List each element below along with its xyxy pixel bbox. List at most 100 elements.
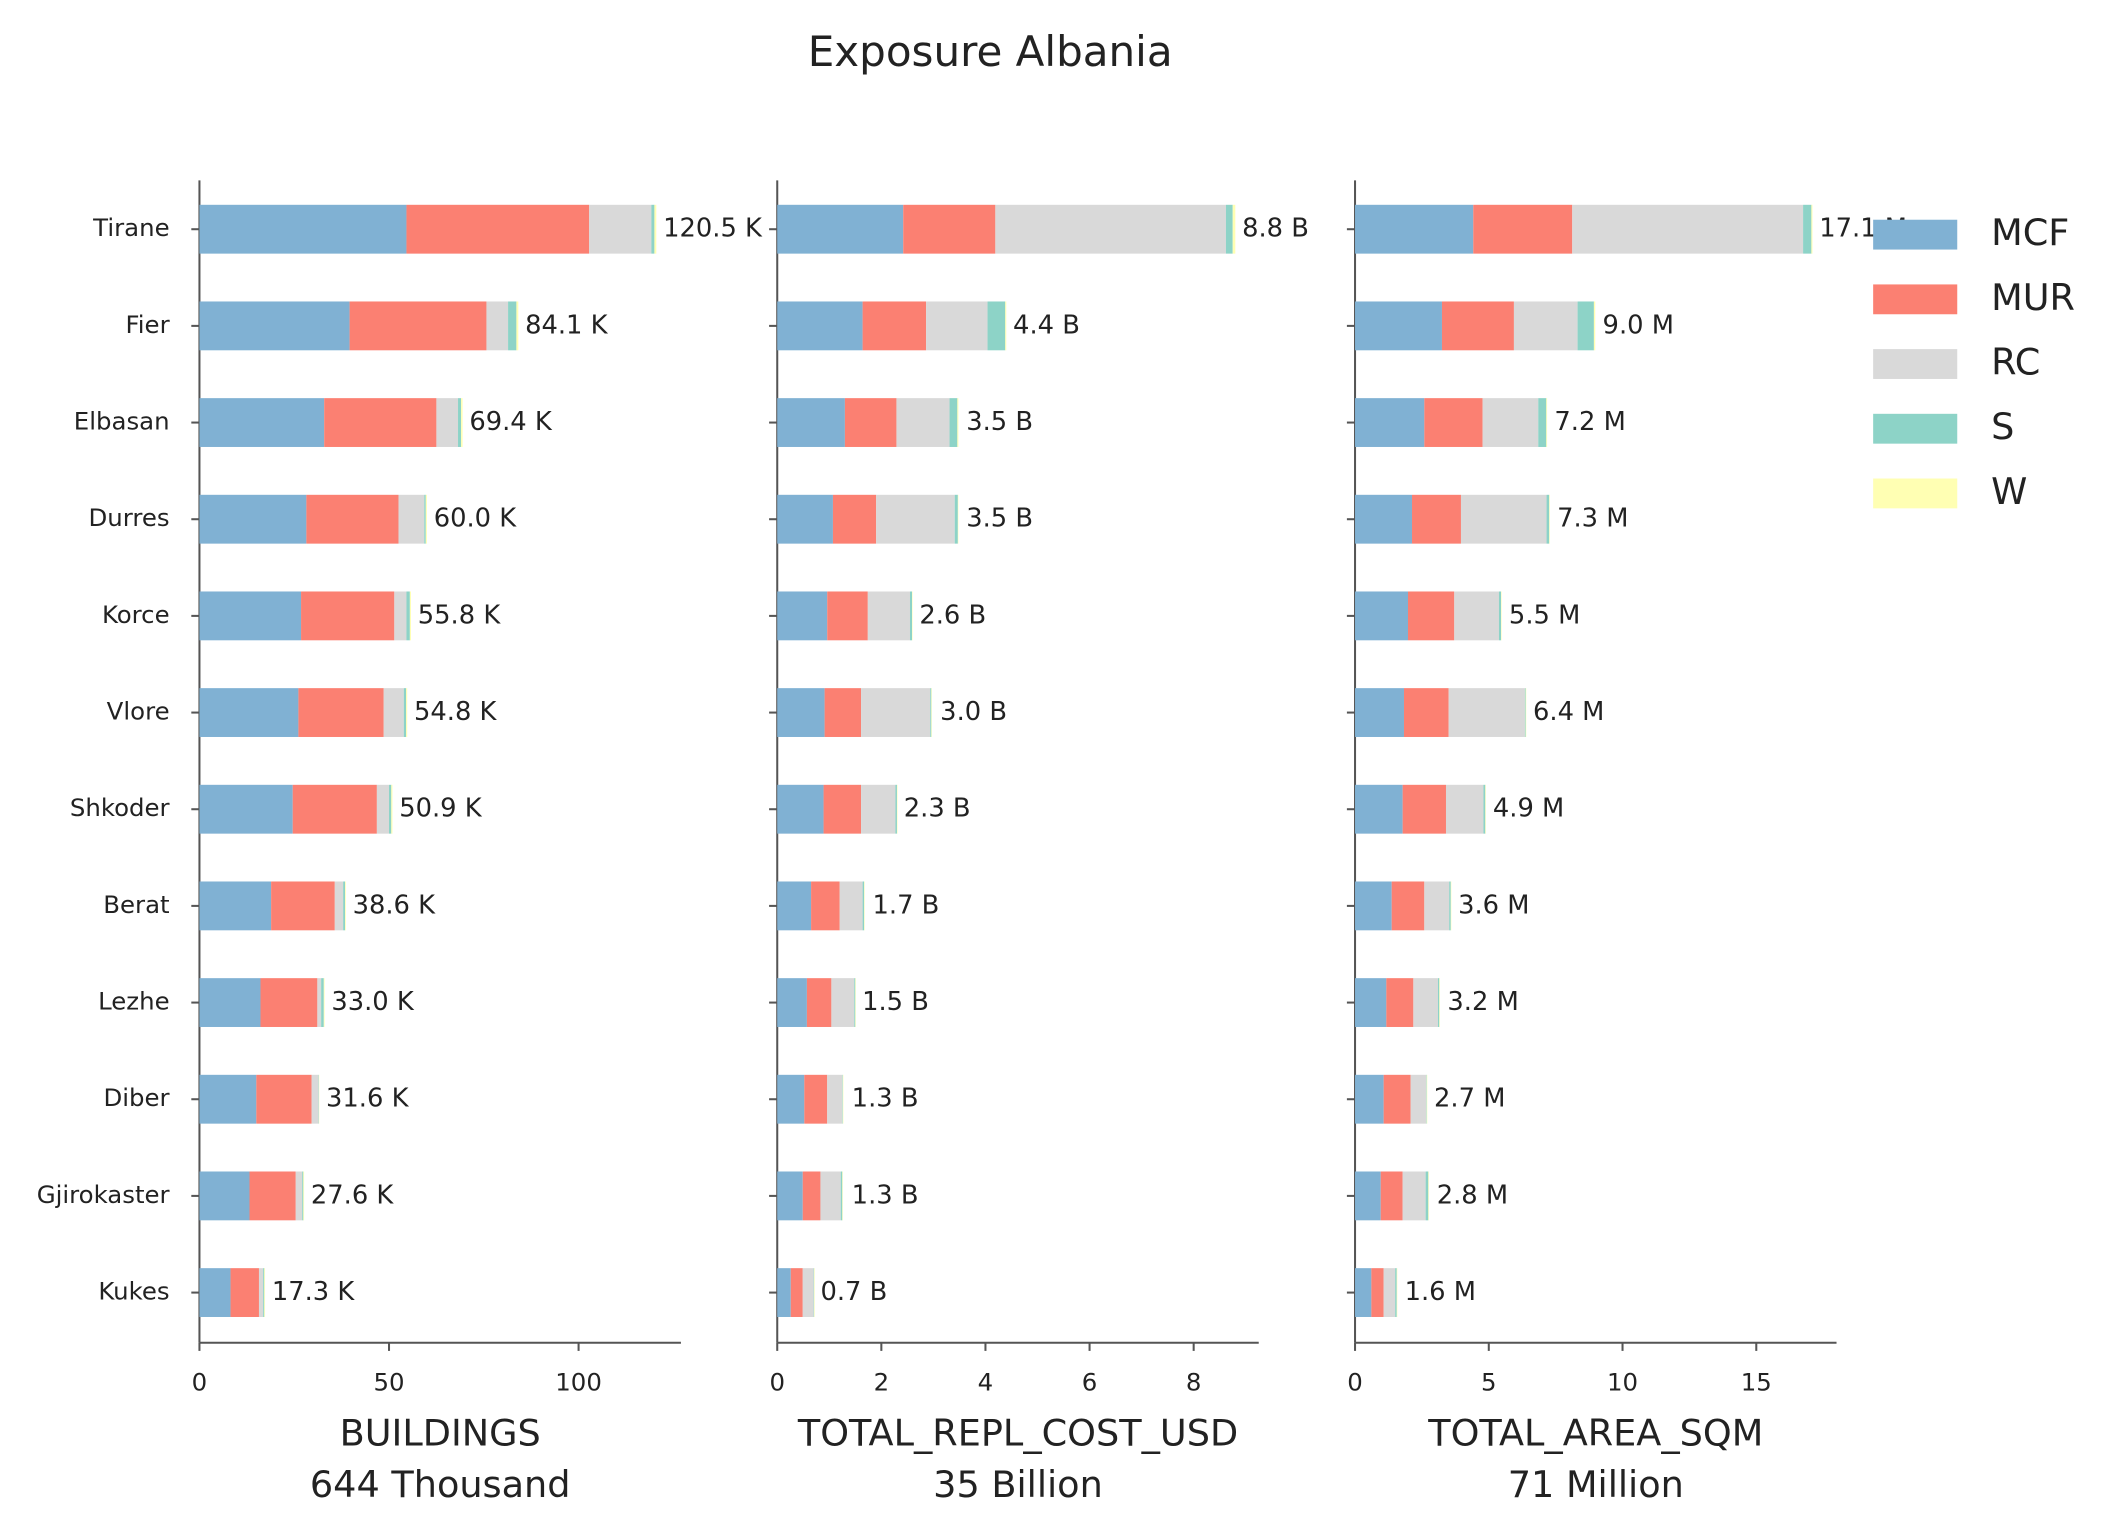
x-tick-label: 0 — [769, 1367, 785, 1396]
bar-segment — [777, 398, 845, 447]
bar-segment — [1355, 398, 1425, 447]
bar-segment — [260, 978, 318, 1027]
x-axis-note: 644 Thousand — [310, 1463, 571, 1506]
legend-label: MUR — [1991, 276, 2075, 319]
total-label: 2.8 M — [1437, 1180, 1508, 1210]
bar-segment — [406, 591, 410, 641]
x-axis-note: 71 Million — [1508, 1463, 1684, 1506]
bar-segment — [508, 301, 517, 351]
bar-segment — [258, 1268, 264, 1317]
total-label: 4.9 M — [1493, 794, 1564, 824]
bar-segment — [1386, 978, 1414, 1027]
total-label: 60.0 K — [434, 504, 518, 534]
total-label: 38.6 K — [353, 890, 437, 920]
total-label: 84.1 K — [525, 310, 609, 340]
bar-segment — [777, 301, 863, 351]
total-label: 55.8 K — [418, 600, 502, 630]
legend-swatch — [1873, 219, 1958, 250]
total-label: 17.3 K — [272, 1277, 356, 1307]
bar-segment — [199, 591, 302, 641]
bar-segment — [651, 204, 655, 254]
bar-segment — [777, 688, 825, 737]
legend-swatch — [1873, 349, 1958, 379]
bar-segment — [1355, 688, 1404, 737]
bar-segment — [1426, 1074, 1428, 1124]
bar-segment — [1355, 591, 1408, 641]
bar-segment — [1485, 784, 1486, 834]
bar-segment — [303, 1171, 305, 1221]
x-axis-note: 35 Billion — [933, 1463, 1103, 1506]
bar-segment — [323, 978, 325, 1027]
total-label: 69.4 K — [469, 407, 553, 437]
bar-segment — [1572, 204, 1804, 254]
total-label: 3.2 M — [1447, 987, 1518, 1017]
y-tick-label: Korce — [102, 600, 170, 629]
bar-segment — [876, 494, 955, 544]
bar-segment — [516, 301, 519, 351]
bar-segment — [895, 784, 897, 834]
x-tick-label: 5 — [1481, 1367, 1497, 1396]
bar-segment — [896, 784, 898, 834]
bar-segment — [903, 204, 996, 254]
bar-segment — [824, 688, 862, 737]
bar-segment — [1412, 494, 1461, 544]
bar-segment — [839, 881, 863, 931]
bar-segment — [1355, 881, 1392, 931]
bar-segment — [321, 978, 324, 1027]
bar-segment — [1402, 1171, 1426, 1221]
legend-label: RC — [1991, 341, 2040, 384]
bar-segment — [1449, 881, 1451, 931]
bar-segment — [589, 204, 652, 254]
bar-segment — [199, 398, 325, 447]
total-label: 27.6 K — [311, 1180, 395, 1210]
bar-segment — [1454, 591, 1499, 641]
bar-segment — [1395, 1268, 1397, 1317]
bar-segment — [1383, 1268, 1396, 1317]
total-label: 5.5 M — [1509, 600, 1580, 630]
x-axis-label: BUILDINGS — [340, 1411, 541, 1454]
bar-segment — [813, 1268, 815, 1317]
bar-segment — [842, 1074, 844, 1124]
bar-segment — [777, 978, 807, 1027]
bar-segment — [1424, 398, 1483, 447]
total-label: 1.7 B — [873, 890, 940, 920]
bar-segment — [406, 204, 590, 254]
bar-segment — [820, 1171, 841, 1221]
bar-segment — [403, 688, 407, 737]
bar-segment — [1380, 1171, 1403, 1221]
bar-segment — [1460, 494, 1547, 544]
bar-segment — [777, 494, 833, 544]
bar-segment — [1396, 1268, 1398, 1317]
bar-segment — [842, 1074, 843, 1124]
total-label: 4.4 B — [1013, 310, 1080, 340]
bar-segment — [1538, 398, 1547, 447]
bar-segment — [864, 881, 865, 931]
bar-segment — [292, 784, 377, 834]
bar-segment — [827, 591, 868, 641]
y-tick-label: Lezhe — [98, 987, 169, 1016]
bar-segment — [389, 784, 392, 834]
x-tick-label: 4 — [978, 1367, 994, 1396]
y-tick-label: Berat — [103, 890, 169, 919]
bar-segment — [1525, 688, 1527, 737]
bar-segment — [199, 494, 307, 544]
legend-label: S — [1991, 405, 2014, 448]
y-tick-label: Vlore — [107, 697, 170, 726]
bar-segment — [1425, 1171, 1429, 1221]
y-tick-label: Durres — [88, 503, 169, 532]
bar-segment — [458, 398, 462, 447]
bar-segment — [271, 881, 335, 931]
bar-segment — [811, 881, 840, 931]
bar-segment — [949, 398, 958, 447]
bar-segment — [199, 204, 407, 254]
bar-segment — [376, 784, 390, 834]
bar-segment — [861, 784, 896, 834]
bar-segment — [1524, 688, 1526, 737]
bar-segment — [896, 398, 950, 447]
total-label: 7.3 M — [1557, 504, 1628, 534]
bar-segment — [1450, 881, 1452, 931]
bar-segment — [199, 301, 350, 351]
legend-swatch — [1873, 413, 1958, 444]
total-label: 3.5 B — [966, 407, 1033, 437]
bar-segment — [844, 398, 897, 447]
